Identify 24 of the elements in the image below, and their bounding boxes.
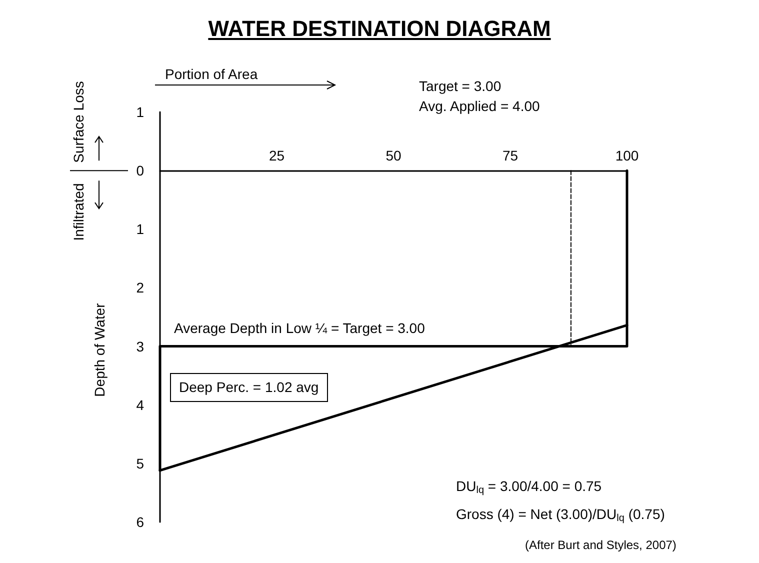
y-tick-label: 3 (136, 338, 144, 354)
y-axis-title: Depth of Water (92, 303, 108, 397)
annotation: Avg. Applied = 4.00 (419, 98, 540, 115)
annotation: DU$_{lq}$ = 3.00/4.00 = 0.75 (456, 478, 602, 496)
annotation: Average Depth in Low ¼ = Target = 3.00 (174, 320, 425, 338)
annotation: Gross (4) = Net (3.00)/DU$_{lq}$ (0.75) (456, 506, 665, 524)
x-tick-label: 25 (268, 148, 285, 164)
y-tick-label: 2 (136, 280, 144, 296)
y-tick-label: 1 (136, 221, 144, 238)
y-tick-label: 1 (136, 104, 144, 120)
chart-title: WATER DESTINATION DIAGRAM (207, 16, 552, 42)
x-tick-label: 50 (386, 148, 402, 164)
text: Surface Loss (70, 81, 88, 163)
text: Infiltrated (70, 183, 88, 241)
y-tick-label: 6 (136, 514, 144, 530)
y-tick-label: 4 (136, 396, 144, 413)
x-tick-label: 100 (615, 148, 639, 164)
y-tick-label: 0 (136, 162, 144, 179)
x-axis-title: Portion of Area (165, 66, 258, 83)
x-tick-label: 75 (502, 148, 518, 164)
text: (After Burt and Styles, 2007) (525, 538, 676, 552)
annotation: Deep Perc. = 1.02 avg (170, 373, 328, 402)
text: Target = 3.00 (419, 78, 502, 95)
y-tick-label: 5 (136, 455, 144, 472)
